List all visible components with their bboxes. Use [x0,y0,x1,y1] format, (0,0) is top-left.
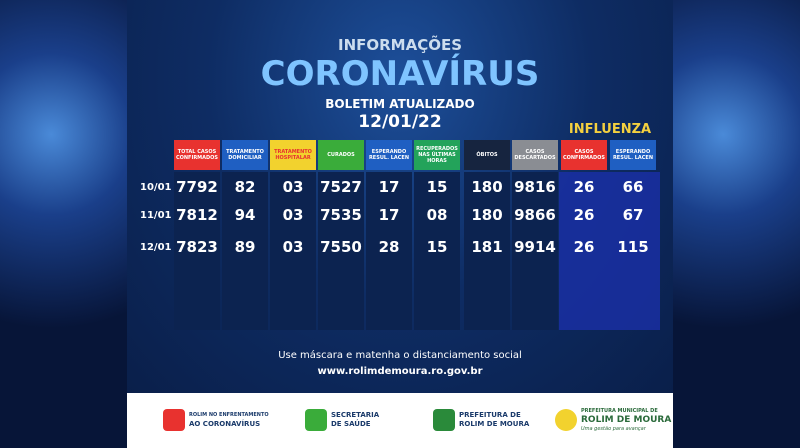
influenza-area [559,172,660,330]
cell: 180 [471,206,503,224]
logo-text: SECRETARIA [331,411,380,419]
cell: 94 [234,206,256,224]
cell: 7823 [176,238,218,256]
logo-icon [163,409,185,431]
bulletin: BOLETIM ATUALIZADO [325,97,475,111]
cell: 08 [426,206,448,224]
cell: 7527 [320,178,362,196]
logo-text: ROLIM NO ENFRENTAMENTO [189,412,269,418]
cell: 9816 [514,178,556,196]
row-date: 10/01 [140,182,172,193]
cell: 66 [622,178,644,196]
cell: 115 [617,238,649,256]
logo: SECRETARIA DE SAÚDE [305,405,379,435]
cell: 181 [471,238,503,256]
logo: ROLIM NO ENFRENTAMENTO AO CORONAVÍRUS [163,405,269,435]
logo-text: ROLIM DE MOURA [581,414,672,425]
logo-icon [305,409,327,431]
influenza-label: INFLUENZA [568,122,652,137]
logo-text: PREFEITURA DE [459,411,521,419]
column-bg [270,172,316,330]
message: Use máscara e matenha o distanciamento s… [278,350,522,361]
cell: 15 [426,178,448,196]
cell: 9914 [514,238,556,256]
row-date: 11/01 [140,210,172,221]
cell: 9866 [514,206,556,224]
logo: PREFEITURA DE ROLIM DE MOURA [433,405,529,435]
logo-text: AO CORONAVÍRUS [189,420,261,428]
cell: 7792 [176,178,218,196]
cell: 17 [378,206,400,224]
column-header: CASOS CONFIRMADOS [561,140,607,170]
cell: 7812 [176,206,218,224]
column-header: TOTAL CASOS CONFIRMADOS [174,140,220,170]
cell: 180 [471,178,503,196]
cell: 7550 [320,238,362,256]
column-bg [222,172,268,330]
column-header: TRATAMENTO DOMICILIAR [222,140,268,170]
cell: 03 [282,178,304,196]
cell: 03 [282,238,304,256]
logo-icon [555,409,577,431]
logo-text: Uma gestão para avançar [581,425,646,432]
cell: 17 [378,178,400,196]
cell: 67 [622,206,644,224]
column-bg [318,172,364,330]
cell: 26 [573,178,595,196]
logo: PREFEITURA MUNICIPAL DE ROLIM DE MOURA Uma… [555,405,671,435]
cell: 7535 [320,206,362,224]
column-header: ÓBITOS [464,140,510,170]
logo-icon [433,409,455,431]
column-header: ESPERANDO RESUL. LACEN [366,140,412,170]
column-bg [464,172,510,330]
column-header: CURADOS [318,140,364,170]
date: 12/01/22 [358,112,442,132]
column-header: CASOS DESCARTADOS [512,140,558,170]
cell: 89 [234,238,256,256]
subtitle: INFORMAÇÕES [337,36,463,54]
column-header: ESPERANDO RESUL. LACEN [610,140,656,170]
column-bg [366,172,412,330]
column-bg [174,172,220,330]
footer: ROLIM NO ENFRENTAMENTO AO CORONAVÍRUS SEC… [127,393,673,448]
row-date: 12/01 [140,242,172,253]
cell: 03 [282,206,304,224]
logo-text: PREFEITURA MUNICIPAL DE [581,407,658,414]
title: CORONAVÍRUS [260,54,540,94]
cell: 28 [378,238,400,256]
column-header: TRATAMENTO HOSPITALAR [270,140,316,170]
cell: 82 [234,178,256,196]
website: www.rolimdemoura.ro.gov.br [317,366,483,377]
logo-text: DE SAÚDE [331,420,371,428]
cell: 26 [573,206,595,224]
column-header: RECUPERADOS NAS ÚLTIMAS HORAS [414,140,460,170]
column-bg [512,172,558,330]
column-bg [414,172,460,330]
cell: 15 [426,238,448,256]
cell: 26 [573,238,595,256]
background-left [0,0,128,448]
background-right [672,0,800,448]
logo-text: ROLIM DE MOURA [459,420,530,428]
